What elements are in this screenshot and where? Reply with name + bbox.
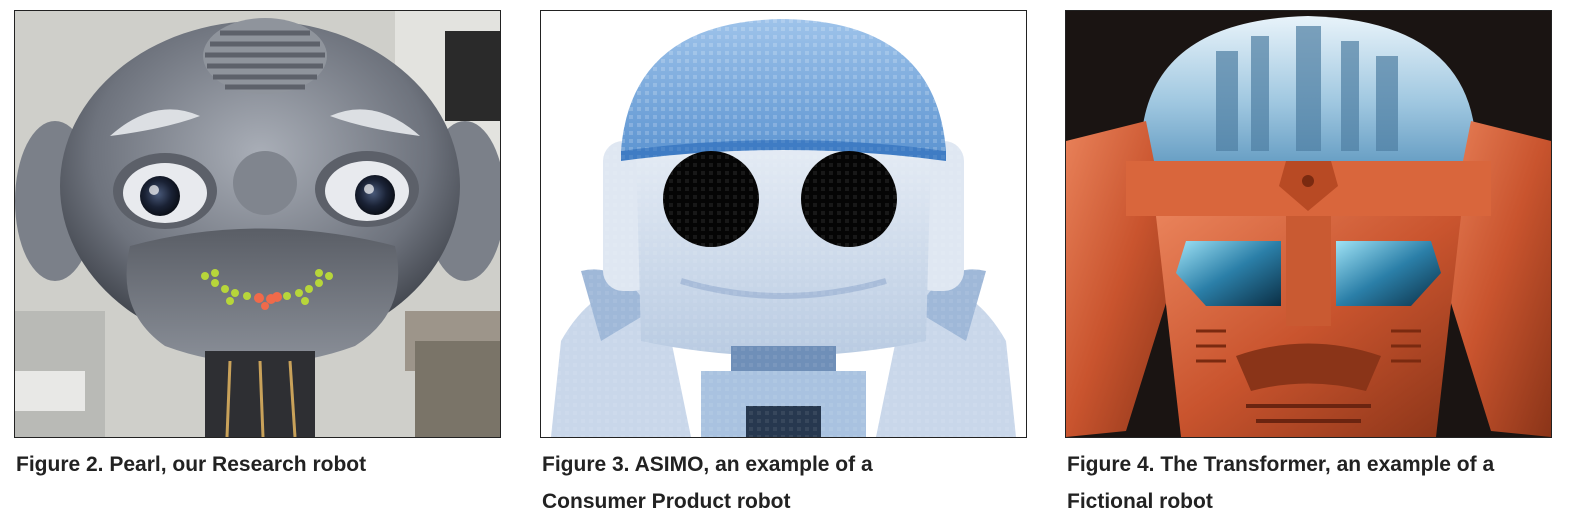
figure-2-image-pearl-robot <box>14 10 501 438</box>
figure-4-image-transformer-robot <box>1065 10 1552 438</box>
figure-2-caption: Figure 2. Pearl, our Research robot <box>16 453 367 476</box>
figure-4-caption: Figure 4. The Transformer, an example of… <box>1067 453 1495 513</box>
figure-2: Figure 2. Pearl, our Research robot <box>14 10 501 483</box>
figure-3-caption: Figure 3. ASIMO, an example of a Consume… <box>542 453 873 513</box>
figure-3: Figure 3. ASIMO, an example of a Consume… <box>540 10 1027 520</box>
figure-3-image-asimo-robot <box>540 10 1027 438</box>
figure-4: Figure 4. The Transformer, an example of… <box>1065 10 1552 520</box>
